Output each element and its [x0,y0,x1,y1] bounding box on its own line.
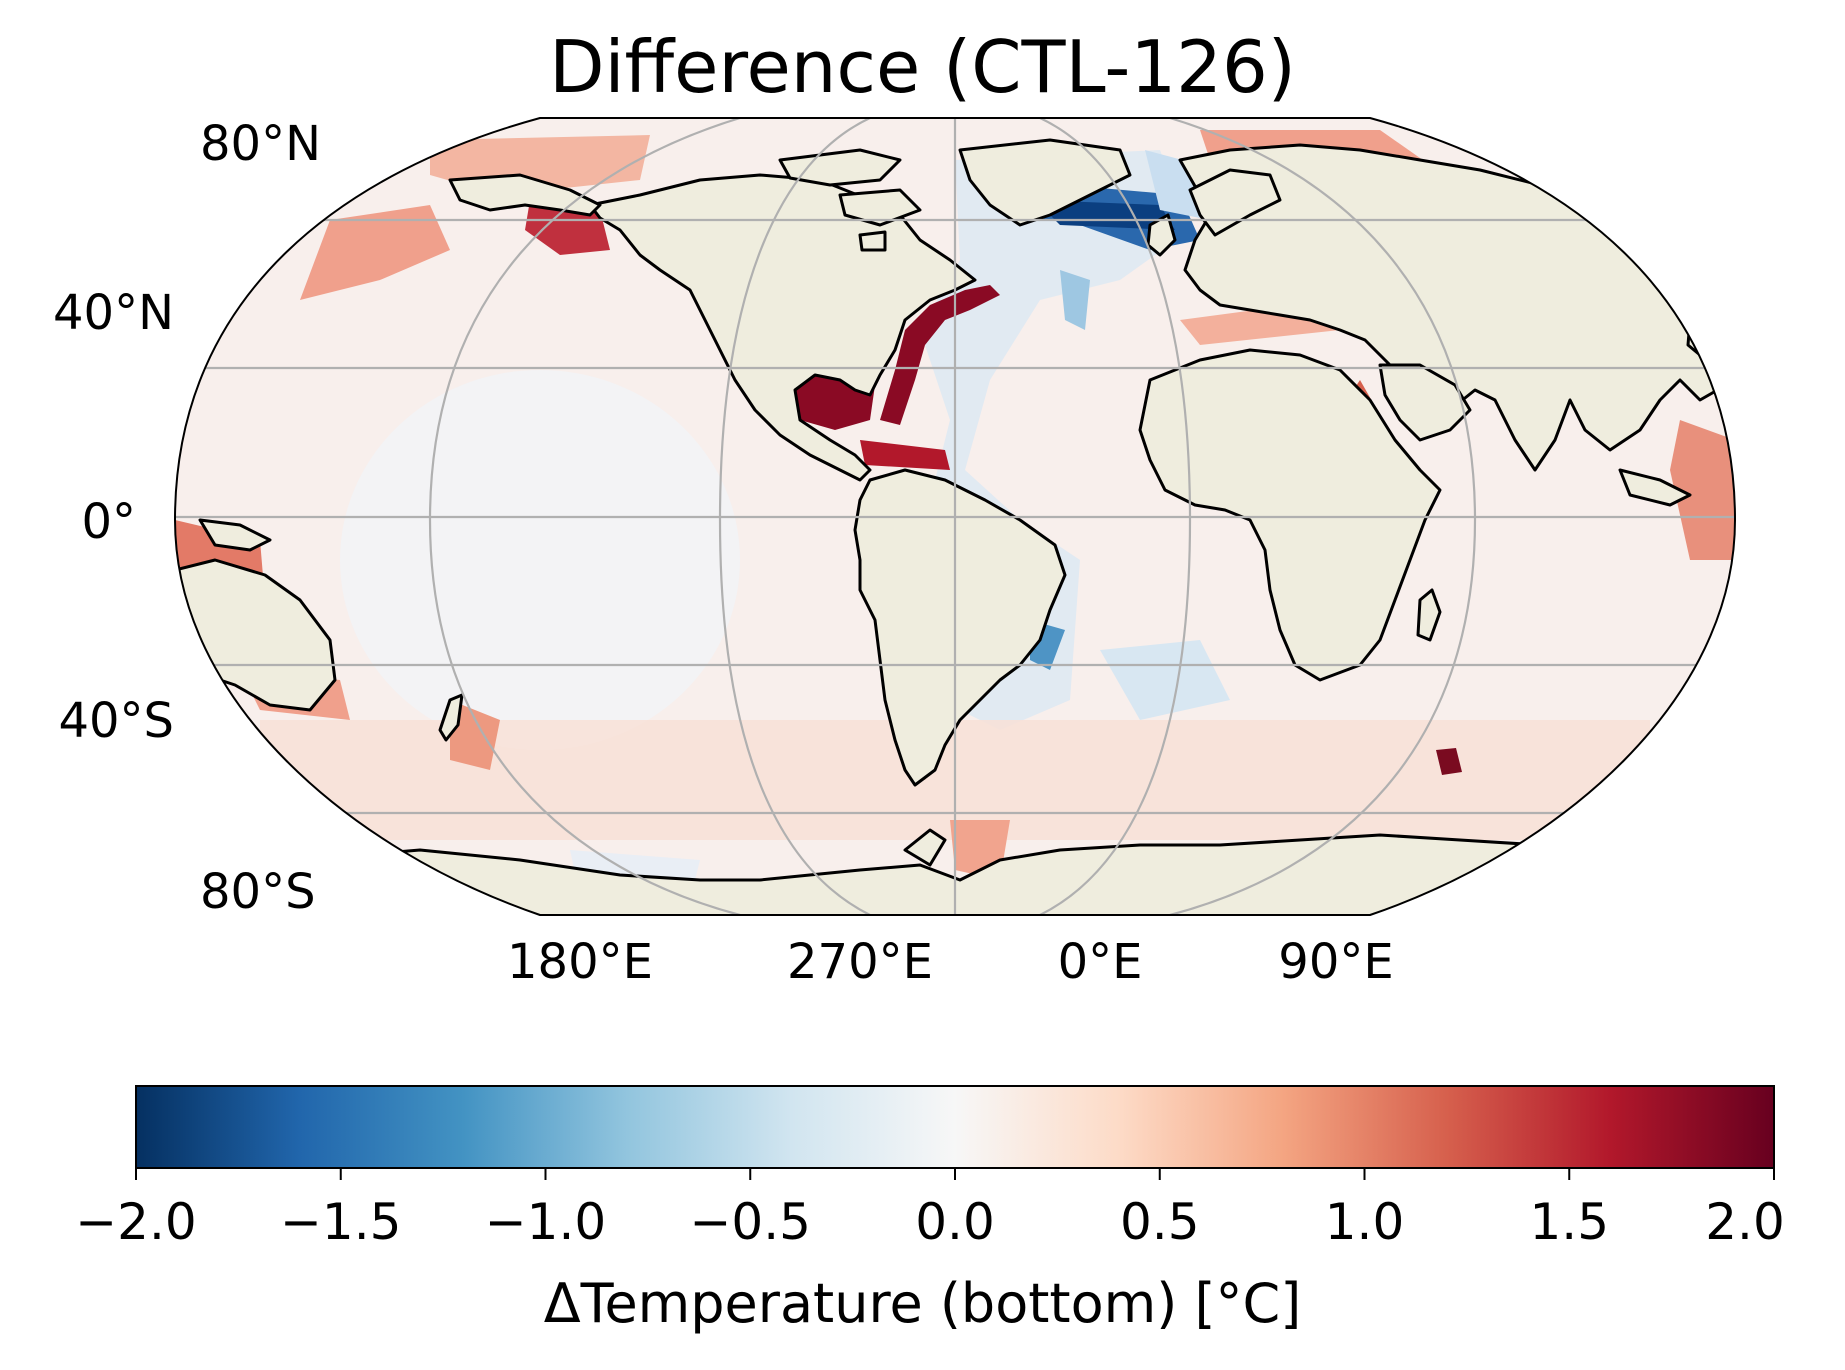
land-masses [175,138,1735,915]
colorbar-tick-label: −0.5 [689,1193,811,1251]
japan [1686,298,1717,357]
lat-label-80s: 80°S [200,864,316,920]
anomaly-patch [1100,640,1230,720]
arctic-islands [858,230,887,252]
colorbar-tick-label: −1.0 [484,1193,607,1251]
arctic-islands [838,188,922,227]
map-body [175,118,1735,915]
lon-label-0e: 0°E [1057,934,1143,990]
anomaly-patch [1060,270,1090,330]
gridline-lon [718,118,871,915]
lon-label-90e: 90°E [1278,934,1394,990]
anomaly-patch [880,285,1000,425]
lat-label-40n: 40°N [53,285,174,341]
scandinavia [1188,168,1282,237]
anomaly-patch [860,440,950,470]
gridline-lon [428,118,741,915]
anomaly-patch [300,205,450,300]
arctic-islands [778,148,902,187]
lat-label-0: 0° [81,494,136,550]
indonesia [1618,468,1692,507]
lon-label-180e: 180°E [507,934,653,990]
british-isles [1146,213,1177,257]
south-america [853,468,1067,787]
gridline-lon [1169,118,1477,915]
map-title: Difference (CTL-126) [549,25,1296,109]
colorbar-tick-label: 0.0 [915,1193,995,1251]
anomaly-patch [1035,200,1175,230]
colorbar-ticks [135,1168,1775,1180]
colorbar-tick-label: 1.5 [1529,1193,1610,1251]
new-guinea [198,518,272,552]
anomaly-patch [1436,748,1462,775]
arabia [1378,363,1472,442]
colorbar-label: ΔTemperature (bottom) [°C] [543,1272,1302,1335]
colorbar-tick-label: 1.0 [1324,1193,1405,1251]
antarctic-peninsula [903,828,947,867]
anomaly-patch [340,370,740,750]
colorbar-tick-label: −2.0 [75,1193,197,1251]
graticule [175,118,1735,915]
madagascar [1416,588,1442,642]
anomaly-patch [450,700,500,770]
map-outline [173,117,1737,916]
lat-label-80n: 80°N [200,116,321,172]
colorbar-tick-label: −1.5 [280,1193,402,1251]
africa [1138,348,1442,682]
lon-label-270e: 270°E [787,934,933,990]
anomaly-patch [1670,420,1735,560]
greenland [958,138,1132,227]
gridline-lon [1039,118,1192,915]
colorbar-tick-label: 2.0 [1705,1193,1785,1251]
alaska [448,173,602,217]
lat-label-40s: 40°S [58,693,174,749]
colorbar [135,1085,1775,1169]
new-zealand [438,693,464,742]
colorbar-tick-label: 0.5 [1119,1193,1200,1251]
